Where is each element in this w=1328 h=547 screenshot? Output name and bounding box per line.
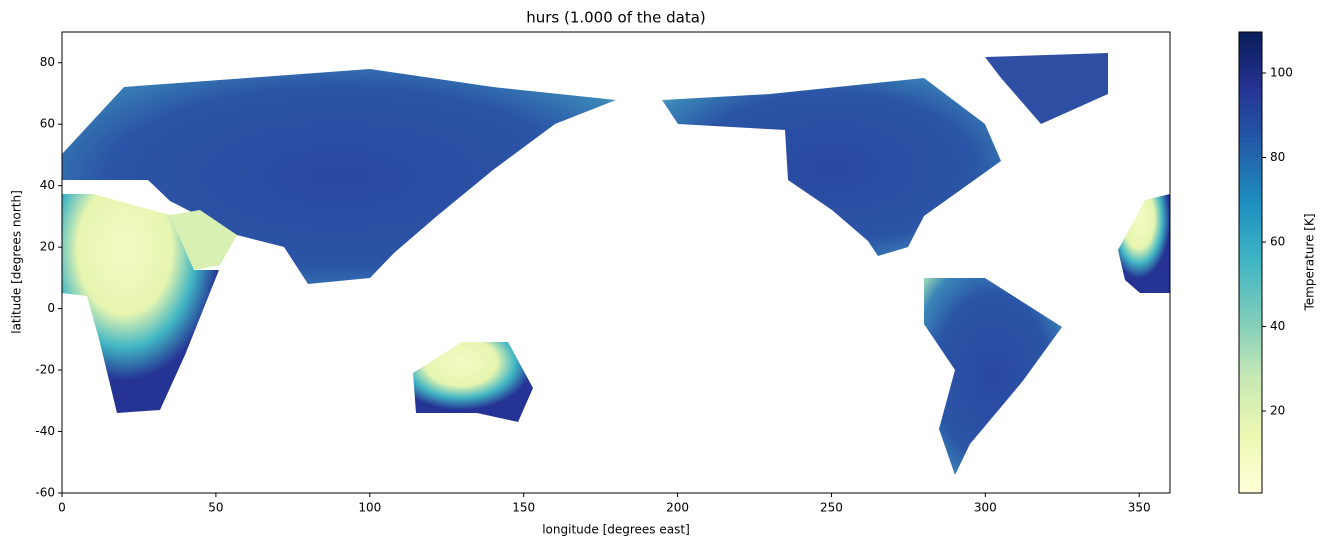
land-australia [413, 342, 533, 422]
x-tick-label: 200 [666, 501, 689, 515]
colorbar-tick-label: 20 [1270, 404, 1285, 418]
y-tick-label: 20 [40, 240, 55, 254]
x-tick-label: 100 [358, 501, 381, 515]
x-tick-label: 150 [512, 501, 535, 515]
land-africa [62, 194, 219, 413]
colorbar-tick-label: 40 [1270, 319, 1285, 333]
y-tick-label: -40 [35, 424, 55, 438]
y-tick-label: 60 [40, 117, 55, 131]
colorbar-label: Temperature [K] [1303, 213, 1317, 311]
land-africa-west [1118, 194, 1170, 293]
colorbar-tick-label: 100 [1270, 65, 1293, 79]
y-tick-label: -20 [35, 363, 55, 377]
map-field [62, 53, 1170, 475]
colorbar [1238, 31, 1263, 494]
land-greenland [985, 53, 1108, 124]
colorbar-tick-label: 60 [1270, 235, 1285, 249]
x-tick-label: 350 [1128, 501, 1151, 515]
y-tick-label: -60 [35, 486, 55, 500]
plot-frame [61, 31, 1171, 494]
colorbar-tick-label: 80 [1270, 150, 1285, 164]
land-arabia [170, 210, 237, 270]
x-tick-label: 250 [820, 501, 843, 515]
x-axis-label: longitude [degrees east] [542, 523, 690, 537]
land-south-america [924, 278, 1062, 475]
y-tick-label: 40 [40, 178, 55, 192]
y-axis-label: latitude [degrees north] [10, 190, 24, 334]
x-tick-label: 0 [58, 501, 66, 515]
chart-title: hurs (1.000 of the data) [526, 9, 706, 27]
x-tick-label: 300 [974, 501, 997, 515]
x-tick-label: 50 [208, 501, 223, 515]
y-tick-label: 80 [40, 55, 55, 69]
land-eurasia [62, 69, 616, 284]
y-tick-label: 0 [47, 301, 55, 315]
land-north-america [662, 78, 1001, 256]
